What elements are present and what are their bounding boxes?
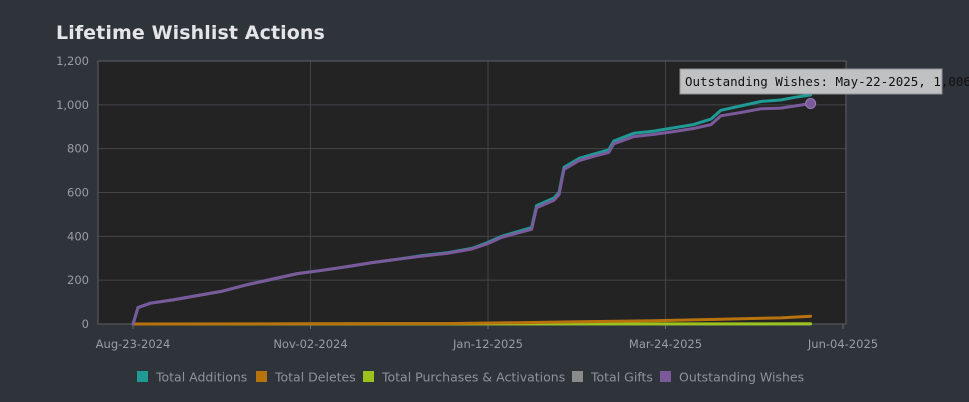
chart-title: Lifetime Wishlist Actions: [56, 22, 325, 44]
y-tick-label: 0: [82, 317, 89, 331]
legend-label[interactable]: Total Additions: [155, 370, 247, 385]
y-tick-label: 1,200: [56, 54, 89, 68]
y-tick-label: 600: [67, 186, 89, 200]
legend-label[interactable]: Total Deletes: [274, 370, 356, 385]
x-tick-label: Jun-04-2025: [807, 337, 878, 351]
legend-swatch[interactable]: [572, 371, 583, 382]
legend-label[interactable]: Total Gifts: [590, 370, 653, 385]
legend-swatch[interactable]: [363, 371, 374, 382]
series-line-outstanding-wishes: [131, 102, 813, 326]
x-tick-label: Jan-12-2025: [452, 337, 523, 351]
legend-swatch[interactable]: [660, 371, 671, 382]
x-tick-label: Aug-23-2024: [96, 337, 171, 351]
y-tick-label: 1,000: [56, 98, 89, 112]
legend-swatch[interactable]: [256, 371, 267, 382]
series-line-total-deletes: [131, 314, 813, 326]
tooltip-text: Outstanding Wishes: May-22-2025, 1,006: [685, 74, 969, 89]
legend-swatch[interactable]: [137, 371, 148, 382]
y-tick-label: 800: [67, 142, 89, 156]
y-tick-label: 400: [67, 229, 89, 243]
tooltip-box: [679, 68, 943, 95]
x-tick-label: Nov-02-2024: [273, 337, 347, 351]
y-tick-label: 200: [67, 273, 89, 287]
legend-label[interactable]: Outstanding Wishes: [679, 370, 804, 385]
legend-label[interactable]: Total Purchases & Activations: [381, 370, 565, 385]
tooltip-point-marker[interactable]: [805, 98, 817, 110]
x-tick-label: Mar-24-2025: [629, 337, 702, 351]
